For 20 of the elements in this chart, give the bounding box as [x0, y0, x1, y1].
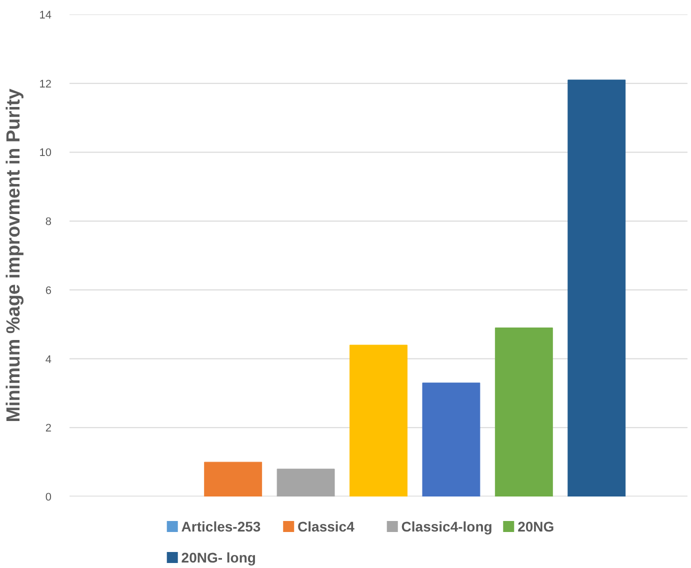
bar — [350, 344, 408, 496]
y-axis-title: Minimum %age improvment in Purity — [3, 88, 24, 422]
y-tick-label: 6 — [45, 284, 52, 297]
y-tick-label: 12 — [39, 78, 52, 90]
y-tick-label: 2 — [45, 422, 52, 435]
bar — [494, 328, 553, 496]
bar — [422, 382, 480, 496]
y-tick-label: 0 — [45, 492, 52, 504]
y-tick-label: 4 — [45, 354, 52, 366]
bar — [568, 80, 626, 496]
bar — [276, 468, 335, 496]
legend-label: Articles-253 — [181, 518, 261, 534]
legend-label: 20NG- long — [181, 550, 256, 566]
legend-label: 20NG — [518, 518, 554, 534]
y-tick-label: 14 — [39, 10, 52, 22]
legend-label: Classic4 — [298, 518, 355, 534]
bar — [204, 462, 262, 496]
y-tick-label: 10 — [39, 147, 52, 160]
legend-label: Classic4-long — [401, 518, 492, 534]
y-tick-label: 8 — [45, 216, 52, 228]
